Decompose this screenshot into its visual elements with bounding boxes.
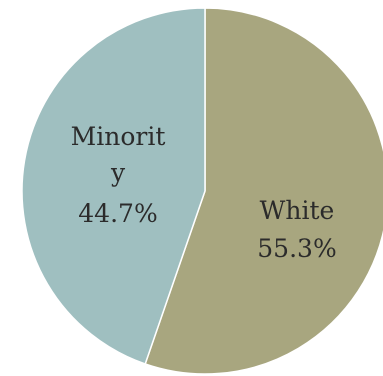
pie-slice-white <box>144 7 383 375</box>
minority-name-line2: y <box>110 158 126 187</box>
white-value-label: 55.3% <box>257 234 336 263</box>
minority-name-line1: Minorit <box>71 122 166 151</box>
pie-slice-minority <box>21 7 206 365</box>
pie-slices <box>21 7 383 375</box>
minority-value-label: 44.7% <box>78 199 157 228</box>
white-name-label: White <box>260 196 335 225</box>
